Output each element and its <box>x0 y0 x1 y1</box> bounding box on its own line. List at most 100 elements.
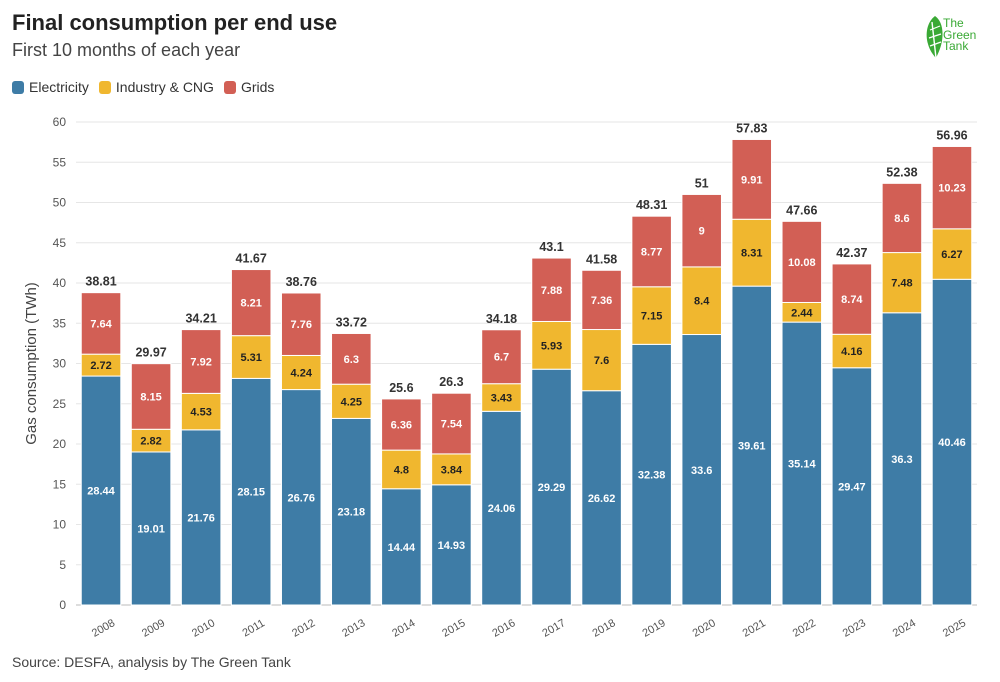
legend-item-grids[interactable]: Grids <box>223 79 274 95</box>
y-tick-label: 45 <box>53 236 67 250</box>
bar-segment-electricity-2008 <box>80 375 122 606</box>
data-label: 7.92 <box>190 356 211 368</box>
data-label: 29.29 <box>538 482 566 494</box>
total-label: 47.66 <box>786 203 817 217</box>
bar-segment-grids-2016 <box>481 329 522 385</box>
data-label: 7.54 <box>441 419 463 431</box>
x-tick-label: 2020 <box>691 617 718 640</box>
bar-segment-grids-2020 <box>681 193 722 268</box>
bar-segment-industry-cng-2019 <box>631 286 672 345</box>
x-tick-label: 2016 <box>490 617 517 640</box>
green-tank-logo: The Green Tank <box>924 14 986 60</box>
bar-segment-grids-2017 <box>531 257 572 322</box>
chart-title: Final consumption per end use <box>12 10 338 35</box>
legend-swatch-grids <box>223 80 236 94</box>
total-label: 33.72 <box>336 315 367 329</box>
x-tick-label: 2015 <box>440 617 467 640</box>
bar-segment-electricity-2016 <box>481 410 522 606</box>
data-label: 8.15 <box>140 391 161 403</box>
bar-segment-grids-2023 <box>831 263 873 335</box>
total-label: 38.81 <box>85 275 116 289</box>
total-label: 48.31 <box>636 198 667 212</box>
total-label: 57.83 <box>736 121 767 135</box>
total-label: 38.76 <box>286 275 317 289</box>
legend: Electricity Industry & CNG Grids <box>12 79 274 95</box>
legend-item-electricity[interactable]: Electricity <box>12 79 89 95</box>
bar-segment-industry-cng-2013 <box>331 383 372 419</box>
total-label: 41.58 <box>586 252 617 266</box>
data-label: 4.24 <box>291 368 313 380</box>
data-label: 4.16 <box>841 346 862 358</box>
legend-item-industry-cng[interactable]: Industry & CNG <box>98 79 214 95</box>
total-label: 34.18 <box>486 312 517 326</box>
bar-segment-industry-cng-2011 <box>230 335 272 379</box>
data-label: 28.44 <box>87 486 115 498</box>
data-label: 2.82 <box>140 436 161 448</box>
x-tick-label: 2025 <box>941 617 968 640</box>
y-tick-label: 15 <box>53 477 67 491</box>
total-label: 43.1 <box>539 240 563 254</box>
data-label: 9.91 <box>741 174 762 186</box>
total-label: 29.97 <box>135 346 166 360</box>
y-tick-label: 40 <box>53 276 67 290</box>
data-label: 10.08 <box>788 257 816 269</box>
bar-segment-electricity-2025 <box>931 278 973 606</box>
data-label: 2.44 <box>791 307 813 319</box>
data-label: 29.47 <box>838 481 866 493</box>
total-label: 52.38 <box>886 165 917 179</box>
x-tick-label: 2023 <box>841 617 868 640</box>
data-label: 36.3 <box>891 454 912 466</box>
data-label: 5.31 <box>240 352 261 364</box>
data-label: 5.93 <box>541 340 562 352</box>
x-tick-label: 2017 <box>540 617 567 640</box>
bar-segment-industry-cng-2024 <box>881 252 923 314</box>
data-label: 24.06 <box>488 503 516 515</box>
legend-swatch-industry-cng <box>98 80 111 94</box>
y-tick-label: 30 <box>53 357 67 371</box>
data-label: 8.74 <box>841 294 863 306</box>
x-tick-label: 2009 <box>140 617 167 640</box>
data-label: 35.14 <box>788 459 816 471</box>
bar-segment-industry-cng-2017 <box>531 320 572 370</box>
x-tick-label: 2012 <box>290 617 317 640</box>
data-label: 32.38 <box>638 470 666 482</box>
total-label: 26.3 <box>439 375 463 389</box>
bar-segment-electricity-2019 <box>631 343 672 606</box>
logo-wordmark: The Green Tank <box>943 17 976 53</box>
data-label: 7.6 <box>594 355 609 367</box>
data-label: 39.61 <box>738 441 766 453</box>
data-label: 7.88 <box>541 285 562 297</box>
data-label: 3.84 <box>441 464 463 476</box>
data-label: 7.36 <box>591 295 612 307</box>
bar-segment-grids-2019 <box>631 215 672 288</box>
data-label: 2.72 <box>90 360 111 372</box>
data-label: 7.15 <box>641 311 662 323</box>
bar-segment-grids-2008 <box>80 292 122 355</box>
bar-segment-grids-2013 <box>331 332 372 385</box>
bar-segment-industry-cng-2010 <box>180 392 222 431</box>
data-label: 8.4 <box>694 296 710 308</box>
data-label: 6.7 <box>494 352 509 364</box>
data-label: 7.48 <box>891 278 912 290</box>
data-label: 4.25 <box>341 396 362 408</box>
bar-segment-electricity-2010 <box>180 429 222 606</box>
bar-segment-grids-2018 <box>581 269 622 331</box>
total-label: 34.21 <box>185 312 216 326</box>
bar-segment-industry-cng-2016 <box>481 383 522 412</box>
total-label: 25.6 <box>389 381 413 395</box>
y-tick-label: 50 <box>53 196 67 210</box>
x-tick-label: 2022 <box>791 617 818 640</box>
bar-segment-industry-cng-2021 <box>731 218 773 287</box>
bar-segment-electricity-2017 <box>531 368 572 606</box>
data-label: 14.93 <box>438 540 466 552</box>
bar-segment-electricity-2015 <box>431 484 472 606</box>
x-tick-label: 2011 <box>240 617 266 639</box>
bar-segment-grids-2010 <box>180 329 222 394</box>
x-tick-label: 2008 <box>90 617 117 640</box>
bar-segment-grids-2009 <box>130 363 172 430</box>
data-label: 6.36 <box>391 420 412 432</box>
data-label: 21.76 <box>187 512 215 524</box>
bar-segment-industry-cng-2015 <box>431 453 472 486</box>
logo-text-line-3: Tank <box>943 39 969 53</box>
